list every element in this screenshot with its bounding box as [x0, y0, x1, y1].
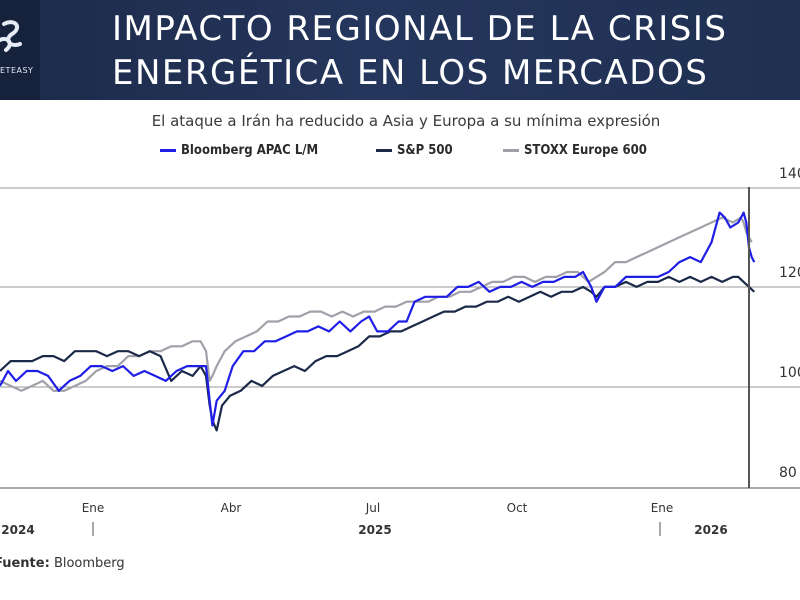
x-tick-label-0: Ene — [82, 501, 105, 515]
legend-item-apac: Bloomberg APAC L/M — [160, 143, 318, 158]
source-note: Fuente: Bloomberg — [0, 556, 125, 571]
page-title-line-2: ENERGÉTICA EN LOS MERCADOS — [112, 53, 709, 93]
year-label-2024: 2024 — [1, 523, 34, 537]
legend-label-sp500: S&P 500 — [397, 143, 453, 158]
page-title-line-1: IMPACTO REGIONAL DE LA CRISIS — [112, 9, 728, 49]
series-line-s-p-500 — [0, 275, 756, 432]
source-name: Bloomberg — [53, 556, 125, 571]
legend-label-apac: Bloomberg APAC L/M — [181, 143, 319, 158]
header-banner: ETEASY IMPACTO REGIONAL DE LA CRISIS ENE… — [0, 0, 800, 100]
legend-item-stoxx: STOXX Europe 600 — [503, 143, 647, 158]
x-tick-label-4: Ene — [651, 501, 674, 515]
x-tick-label-2: Jul — [365, 501, 380, 515]
year-label-2026: 2026 — [694, 523, 727, 537]
brand-logo-icon — [0, 20, 22, 52]
legend-label-stoxx: STOXX Europe 600 — [524, 143, 647, 158]
legend-swatch-stoxx — [503, 149, 519, 152]
y-tick-label-140: 140 — [779, 166, 800, 182]
y-tick-label-120: 120 — [779, 265, 800, 281]
brand-logo: ETEASY — [0, 0, 40, 100]
chart-subtitle: El ataque a Irán ha reducido a Asia y Eu… — [151, 112, 661, 130]
legend-item-sp500: S&P 500 — [376, 143, 453, 158]
x-tick-label-3: Oct — [507, 501, 528, 515]
series-line-bloomberg-apac-l-m — [0, 211, 756, 427]
series-line-stoxx-europe-600 — [0, 216, 753, 392]
y-tick-label-80: 80 — [779, 465, 797, 481]
legend-swatch-sp500 — [376, 149, 392, 152]
source-label: Fuente: — [0, 556, 50, 571]
year-label-2025: 2025 — [358, 523, 391, 537]
brand-logo-text: ETEASY — [0, 66, 34, 75]
legend-swatch-apac — [160, 149, 176, 152]
y-tick-label-100: 100 — [779, 365, 800, 381]
x-tick-label-1: Abr — [221, 501, 242, 515]
page-title: IMPACTO REGIONAL DE LA CRISIS ENERGÉTICA… — [112, 7, 727, 95]
